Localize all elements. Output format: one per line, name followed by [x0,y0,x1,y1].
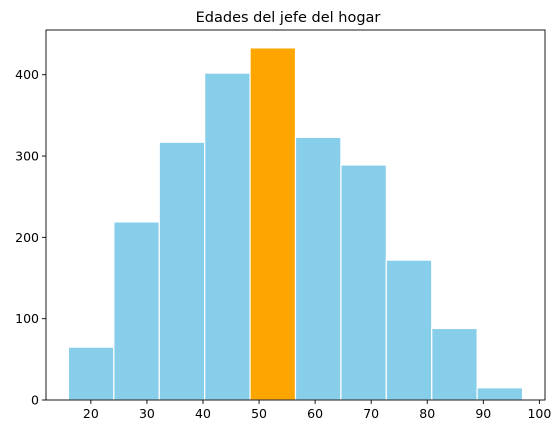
histogram-bar [385,259,433,401]
x-tick-label: 30 [139,406,155,421]
histogram-bar [158,141,206,401]
histogram-bar [340,164,387,401]
y-tick-label: 100 [15,311,39,326]
histogram-bar [204,72,251,401]
x-tick-label: 80 [419,406,435,421]
x-tick-label: 70 [363,406,379,421]
histogram-bar [476,387,524,401]
histogram-bar [294,136,342,401]
histogram-bar [113,221,160,401]
histogram-bar [431,327,478,401]
bars-layer [67,47,524,401]
axes-layer: 20 30 40 50 60 70 80 90 100 0 100 200 300 400 [15,29,551,421]
x-tick-label: 100 [527,406,551,421]
y-tick-label: 200 [15,230,39,245]
y-tick-label: 400 [15,67,39,82]
y-tick-label: 0 [31,393,39,408]
plot-frame [45,29,546,401]
x-tick-label: 40 [195,406,211,421]
x-tick-label: 60 [307,406,323,421]
chart-title: Edades del jefe del hogar [196,10,381,26]
x-tick-label: 20 [83,406,99,421]
x-tick-label: 50 [251,406,267,421]
histogram-bar-highlighted [249,47,297,401]
histogram-bar [67,346,115,401]
x-tick-label: 90 [475,406,491,421]
y-tick-label: 300 [15,149,39,164]
